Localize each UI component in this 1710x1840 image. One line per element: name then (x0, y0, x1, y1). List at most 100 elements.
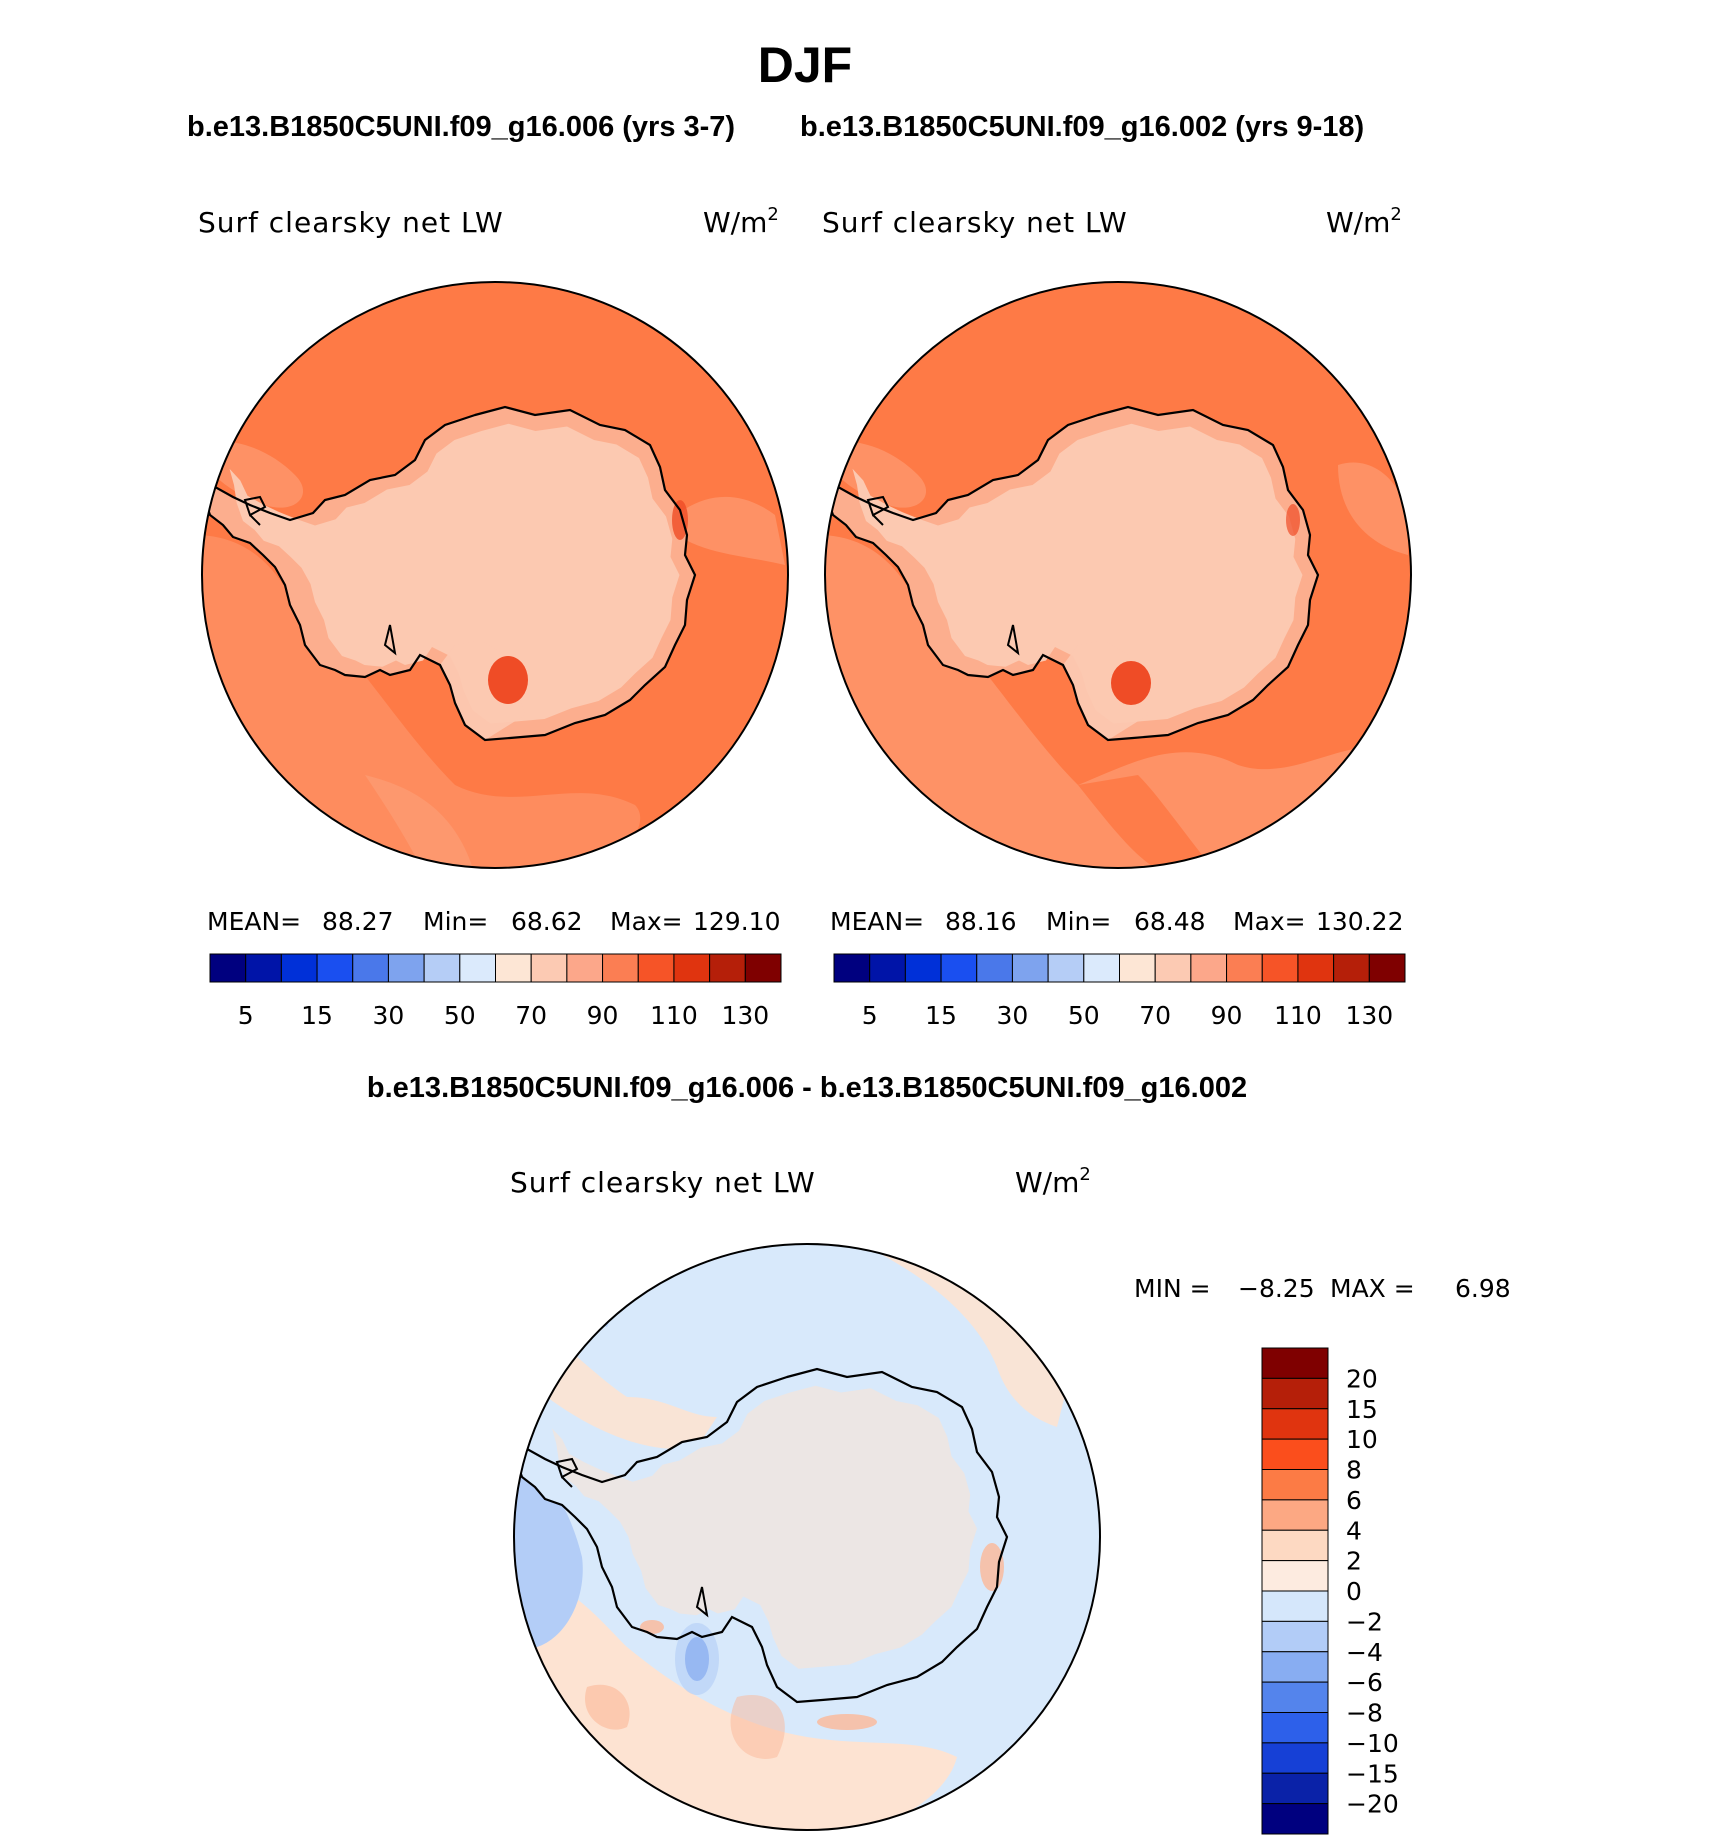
colorbar-tick-label: −4 (1346, 1638, 1383, 1667)
colorbar-tick-label: 0 (1346, 1577, 1362, 1606)
colorbar-tick-label: 15 (301, 1001, 333, 1030)
colorbar-swatch (423, 953, 461, 983)
colorbar-swatch (1261, 1529, 1329, 1562)
colorbar-swatch (976, 953, 1013, 983)
map-ocean-band-right (825, 535, 1408, 868)
colorbar-swatch (940, 953, 978, 983)
diff-neg-region-nw (585, 1257, 611, 1327)
map-ocean-band-right-4 (1338, 462, 1408, 555)
colorbar-swatch (744, 953, 782, 983)
polar-map-right (825, 282, 1411, 868)
colorbar-left: 5 15 30 50 70 90 110 130 (209, 953, 782, 1030)
polar-map-left (202, 282, 788, 868)
colorbar-tick-label: 2 (1346, 1547, 1362, 1576)
colorbar-swatch (1261, 1377, 1329, 1410)
colorbar-tick-label: 4 (1346, 1516, 1362, 1545)
colorbar-tick-label: −10 (1346, 1729, 1399, 1758)
svg-text:88.16: 88.16 (945, 907, 1017, 936)
colorbar-tick-label: 70 (1139, 1001, 1171, 1030)
svg-text:Min=: Min= (1046, 907, 1111, 936)
colorbar-swatch (280, 953, 318, 983)
variable-label-diff: Surf clearsky net LW (510, 1166, 816, 1199)
svg-text:Min=: Min= (423, 907, 488, 936)
svg-text:68.48: 68.48 (1134, 907, 1206, 936)
hotspot-left (488, 656, 528, 704)
colorbar-swatch (1261, 1620, 1329, 1653)
map-border-left (201, 281, 789, 869)
svg-text:−8.25: −8.25 (1238, 1274, 1315, 1303)
colorbar-swatch (1119, 953, 1156, 983)
colorbar-swatch (209, 953, 247, 983)
colorbar-swatch (316, 953, 354, 983)
colorbar-swatch (869, 953, 906, 983)
units-label-diff: W/m2 (1015, 1164, 1091, 1199)
diff-pos-region-nw (514, 1297, 717, 1449)
colorbar-swatch (1261, 953, 1299, 983)
colorbar-swatch (1261, 1651, 1329, 1683)
subtitle-left: b.e13.B1850C5UNI.f09_g16.006 (yrs 3-7) (187, 111, 735, 143)
colorbar-swatch (637, 953, 675, 983)
colorbar-swatch (1333, 953, 1370, 983)
colorbar-swatch (245, 953, 282, 983)
colorbar-tick-label: −20 (1346, 1790, 1399, 1819)
colorbar-tick-label: 130 (721, 1001, 769, 1030)
panel-right: Surf clearsky net LW W/m2 M (822, 204, 1412, 1030)
colorbar-tick-label: 30 (373, 1001, 405, 1030)
colorbar-tick-label: 90 (587, 1001, 619, 1030)
colorbar-swatch (1261, 1438, 1329, 1470)
colorbar-tick-label: 30 (997, 1001, 1029, 1030)
colorbar-swatch (1190, 953, 1228, 983)
colorbar-swatch (904, 953, 942, 983)
svg-text:MEAN=: MEAN= (830, 907, 924, 936)
diff-pos-region-south-2 (585, 1684, 630, 1730)
colorbar-swatch (1226, 953, 1263, 983)
svg-text:MEAN=: MEAN= (207, 907, 301, 936)
colorbar-swatch (459, 953, 496, 983)
colorbar-tick-label: 10 (1346, 1425, 1378, 1454)
colorbar-swatch (1261, 1590, 1329, 1622)
colorbar-tick-label: −8 (1346, 1699, 1383, 1728)
colorbar-swatch (673, 953, 711, 983)
colorbar-swatch (1011, 953, 1049, 983)
colorbar-tick-label: 5 (238, 1001, 254, 1030)
stats-diff: MIN = −8.25 MAX = 6.98 (1134, 1274, 1511, 1303)
hotspot-right (1111, 661, 1151, 705)
colorbar-swatch (1261, 1408, 1329, 1440)
colorbar-swatch (1047, 953, 1085, 983)
map-ocean-band-left-2 (365, 775, 475, 868)
colorbar-swatch (1297, 953, 1335, 983)
colorbar-swatch (1261, 1772, 1329, 1805)
colorbar-tick-label: 20 (1346, 1364, 1378, 1393)
colorbar-tick-label: 70 (515, 1001, 547, 1030)
map-ocean-band-right-2 (1078, 775, 1218, 868)
colorbar-swatch (387, 953, 425, 983)
svg-text:MAX =: MAX = (1330, 1274, 1415, 1303)
subtitle-right: b.e13.B1850C5UNI.f09_g16.002 (yrs 9-18) (800, 111, 1364, 143)
diff-pos-region-ne (867, 1247, 1067, 1427)
stats-right: MEAN= 88.16 Min= 68.48 Max= 130.22 (830, 907, 1403, 936)
colorbar-tick-label: 90 (1211, 1001, 1243, 1030)
colorbar-swatch (1261, 1499, 1329, 1531)
svg-text:6.98: 6.98 (1455, 1274, 1511, 1303)
svg-text:Max=: Max= (1233, 907, 1306, 936)
colorbar-tick-label: 8 (1346, 1456, 1362, 1485)
colorbar-tick-label: 130 (1345, 1001, 1393, 1030)
panel-left: Surf clearsky net LW W/m2 M (198, 204, 789, 1030)
colorbar-tick-label: 15 (1346, 1395, 1378, 1424)
variable-label-left: Surf clearsky net LW (198, 206, 504, 239)
svg-text:68.62: 68.62 (511, 907, 583, 936)
svg-text:88.27: 88.27 (322, 907, 394, 936)
svg-text:130.22: 130.22 (1316, 907, 1403, 936)
variable-label-right: Surf clearsky net LW (822, 206, 1128, 239)
colorbar-tick-label: 110 (650, 1001, 698, 1030)
colorbar-tick-label: 50 (444, 1001, 476, 1030)
colorbar-swatch (1261, 1469, 1329, 1501)
colorbar-tick-label: −6 (1346, 1668, 1383, 1697)
colorbar-right: 5 15 30 50 70 90 110 130 (833, 953, 1406, 1030)
colorbar-swatch (1154, 953, 1192, 983)
colorbar-tick-label: 110 (1274, 1001, 1322, 1030)
colorbar-tick-label: 6 (1346, 1486, 1362, 1515)
colorbar-swatch (602, 953, 639, 983)
